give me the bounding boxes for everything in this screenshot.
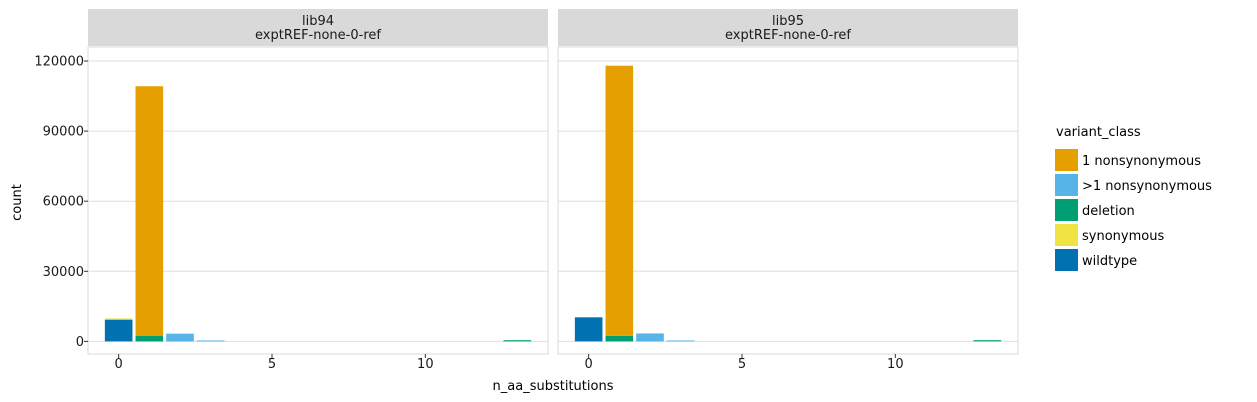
facet-strip <box>88 9 548 46</box>
y-tick-label: 60000 <box>43 195 84 210</box>
x-tick-label: 10 <box>417 357 434 372</box>
bar-segment-x3--1-nonsynonymous <box>196 340 225 342</box>
y-tick-label: 0 <box>76 335 84 350</box>
bar-segment-x3--1-nonsynonymous <box>666 340 695 342</box>
x-tick-label: 0 <box>115 357 123 372</box>
bar-segment-x1-deletion <box>135 336 164 342</box>
legend-label: 1 nonsynonymous <box>1082 154 1201 169</box>
bar-segment-x1-1-nonsynonymous <box>135 86 164 337</box>
plot-panel <box>557 46 1019 355</box>
bar-segment-x0-wildtype <box>574 317 603 342</box>
facet-strip-label-line1: lib94 <box>302 14 334 29</box>
legend-label: wildtype <box>1082 254 1137 269</box>
legend-key <box>1055 224 1078 246</box>
facet-strip-label-line2: exptREF-none-0-ref <box>255 28 381 43</box>
legend-label: >1 nonsynonymous <box>1082 179 1212 194</box>
bar-segment-x1-deletion <box>605 335 634 342</box>
bar-segment-x13-deletion <box>973 340 1002 342</box>
x-tick-label: 10 <box>887 357 904 372</box>
legend-key <box>1055 149 1078 171</box>
y-tick-label: 120000 <box>34 55 84 70</box>
y-axis-title: count <box>10 184 25 221</box>
bar-segment-x2--1-nonsynonymous <box>166 333 194 342</box>
x-tick-label: 5 <box>268 357 276 372</box>
facet-strip-label-line2: exptREF-none-0-ref <box>725 28 851 43</box>
bar-segment-x2--1-nonsynonymous <box>636 333 664 342</box>
legend-title: variant_class <box>1056 125 1141 140</box>
facet-strip <box>558 9 1018 46</box>
legend-key <box>1055 249 1078 271</box>
legend-key <box>1055 174 1078 196</box>
facet-strip-label-line1: lib95 <box>772 14 804 29</box>
plot-panel <box>87 46 549 355</box>
bar-segment-x13-deletion <box>503 340 532 342</box>
legend: variant_class 1 nonsynonymous >1 nonsynony… <box>1055 125 1212 271</box>
y-tick-label: 30000 <box>43 265 84 280</box>
bar-segment-x0-wildtype <box>104 319 133 342</box>
x-tick-label: 0 <box>585 357 593 372</box>
x-tick-label: 5 <box>738 357 746 372</box>
bar-segment-x1-1-nonsynonymous <box>605 65 634 336</box>
bar-segment-x0-synonymous <box>104 318 133 320</box>
legend-label: deletion <box>1082 204 1135 219</box>
y-tick-label: 90000 <box>43 125 84 140</box>
legend-key <box>1055 199 1078 221</box>
x-axis-title: n_aa_substitutions <box>493 379 614 394</box>
legend-label: synonymous <box>1082 229 1164 244</box>
